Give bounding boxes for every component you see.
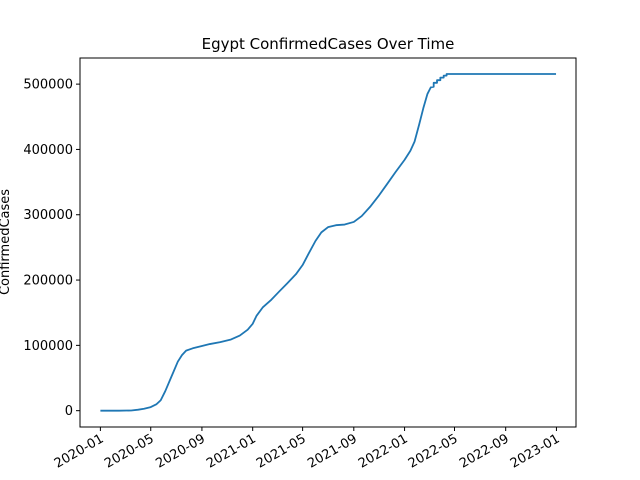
- y-tick-label: 400000: [23, 143, 73, 158]
- y-tick-label: 0: [65, 404, 73, 419]
- series-line-0: [100, 73, 557, 412]
- y-tick-label: 100000: [23, 339, 73, 354]
- y-tick-label: 200000: [23, 274, 73, 289]
- y-tick-label: 300000: [23, 208, 73, 223]
- chart-title: Egypt ConfirmedCases Over Time: [202, 35, 455, 53]
- y-axis-label: ConfirmedCases: [0, 189, 13, 295]
- axes-frame: [79, 57, 577, 428]
- y-tick-label: 500000: [23, 78, 73, 93]
